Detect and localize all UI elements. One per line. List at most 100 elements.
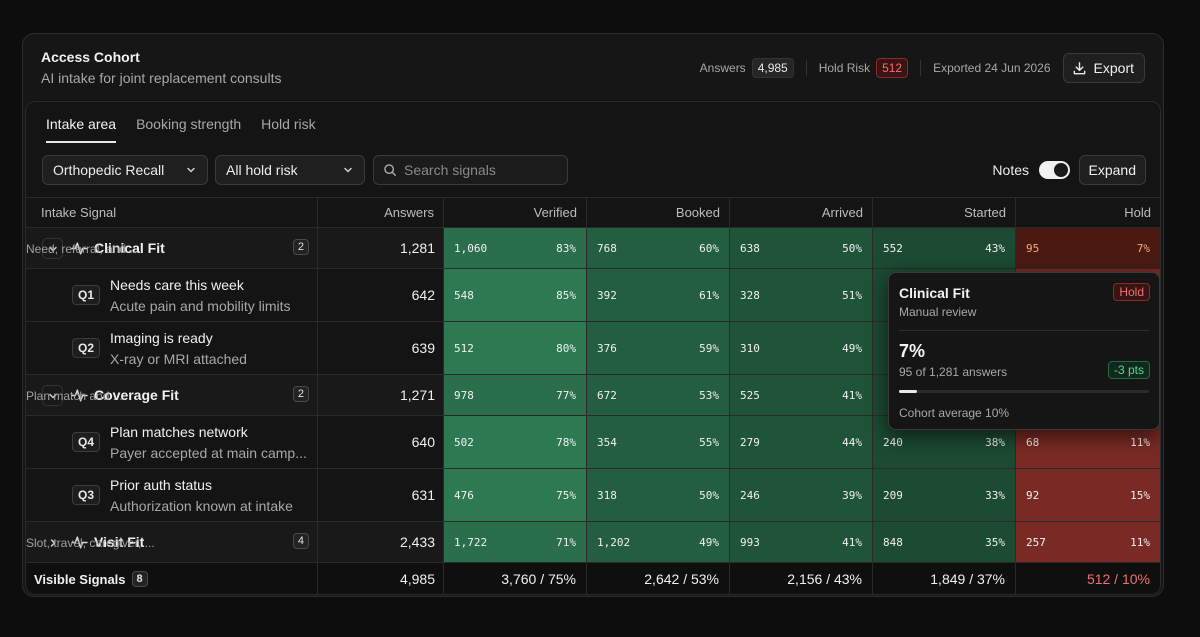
col-arrived[interactable]: Arrived: [730, 198, 873, 227]
signal-cell: Coverage Fit Plan match and ... 2: [26, 375, 318, 415]
arrived-cell[interactable]: 246 39%: [730, 469, 873, 521]
arrived-cell[interactable]: 328 51%: [730, 269, 873, 321]
col-hold[interactable]: Hold: [1124, 205, 1151, 220]
group-count-badge: 2: [292, 386, 309, 402]
count-value: 525: [740, 388, 760, 402]
verified-cell[interactable]: 476 75%: [444, 469, 587, 521]
arrived-cell[interactable]: 993 41%: [730, 522, 873, 562]
tooltip-title: Clinical Fit: [899, 285, 970, 301]
divider: [805, 60, 807, 76]
percent-value: 83%: [556, 241, 576, 255]
count-value: 672: [597, 388, 617, 402]
verified-cell[interactable]: 978 77%: [444, 375, 587, 415]
footer-verified: 3,760 / 75%: [444, 563, 587, 594]
percent-value: 33%: [985, 488, 1005, 502]
booked-cell[interactable]: 392 61%: [587, 269, 730, 321]
percent-value: 11%: [1130, 535, 1150, 549]
tooltip-of-answers: 95 of 1,281 answers: [899, 365, 1008, 379]
col-started[interactable]: Started: [873, 198, 1016, 227]
booked-cell[interactable]: 672 53%: [587, 375, 730, 415]
footer-arrived: 2,156 / 43%: [730, 563, 873, 594]
divider: [920, 60, 922, 76]
tab-intake-area[interactable]: Intake area: [46, 116, 117, 143]
tooltip-value: 7%: [899, 341, 926, 361]
answers-cell: 2,433: [318, 522, 444, 562]
hold-cell[interactable]: 95 7%: [1016, 228, 1160, 268]
export-button[interactable]: Export: [1062, 53, 1145, 83]
count-value: 638: [740, 241, 760, 255]
count-value: 502: [454, 435, 474, 449]
group-row[interactable]: Clinical Fit Need, referral, and ... 2 1,28…: [26, 227, 1160, 268]
tooltip-progress-fill: [899, 390, 917, 393]
signal-description: Authorization known at intake: [110, 498, 293, 514]
hold-risk-select[interactable]: All hold risk: [215, 155, 365, 185]
notes-toggle[interactable]: [1039, 161, 1070, 179]
arrived-cell[interactable]: 525 41%: [730, 375, 873, 415]
verified-cell[interactable]: 512 80%: [444, 322, 587, 374]
hold-tooltip: Clinical Fit Manual review Hold 7% 95 of…: [888, 272, 1160, 430]
booked-cell[interactable]: 354 55%: [587, 416, 730, 468]
count-value: 354: [597, 435, 617, 449]
panel-title: Access Cohort: [41, 49, 140, 65]
footer-booked: 2,642 / 53%: [587, 563, 730, 594]
started-cell[interactable]: 848 35%: [873, 522, 1016, 562]
percent-value: 39%: [842, 488, 862, 502]
percent-value: 53%: [699, 388, 719, 402]
group-row[interactable]: Visit Fit Slot, travel, caregiver, ... 4 2,…: [26, 521, 1160, 562]
table-row[interactable]: Q3 Prior auth status Authorization known a…: [26, 468, 1160, 521]
cohort-select-value: Orthopedic Recall: [53, 162, 165, 178]
answers-cell: 1,271: [318, 375, 444, 415]
started-cell[interactable]: 209 33%: [873, 469, 1016, 521]
cohort-select[interactable]: Orthopedic Recall: [42, 155, 208, 185]
percent-value: 15%: [1130, 488, 1150, 502]
panel-subtitle: AI intake for joint replacement consults: [41, 70, 282, 86]
percent-value: 50%: [842, 241, 862, 255]
tab-hold-risk[interactable]: Hold risk: [261, 116, 316, 132]
footer-hold: 512 / 10%: [1086, 571, 1150, 587]
arrived-cell[interactable]: 310 49%: [730, 322, 873, 374]
col-verified[interactable]: Verified: [444, 198, 587, 227]
verified-cell[interactable]: 548 85%: [444, 269, 587, 321]
search-placeholder: Search signals: [404, 162, 496, 178]
count-value: 552: [883, 241, 903, 255]
started-cell[interactable]: 552 43%: [873, 228, 1016, 268]
chevron-right-icon[interactable]: [42, 532, 63, 553]
booked-cell[interactable]: 1,202 49%: [587, 522, 730, 562]
hold-cell[interactable]: 92 15%: [1016, 469, 1160, 521]
count-value: 95: [1026, 241, 1040, 255]
verified-cell[interactable]: 1,060 83%: [444, 228, 587, 268]
answers-cell: 642: [318, 269, 444, 321]
verified-cell[interactable]: 502 78%: [444, 416, 587, 468]
count-value: 318: [597, 488, 617, 502]
col-answers[interactable]: Answers: [318, 198, 444, 227]
booked-cell[interactable]: 376 59%: [587, 322, 730, 374]
chevron-down-icon[interactable]: [42, 238, 63, 259]
table-footer: Visible Signals 8 4,985 3,760 / 75% 2,64…: [26, 562, 1160, 594]
signal-description: Payer accepted at main camp...: [110, 445, 307, 461]
col-intake-signal[interactable]: Intake Signal: [26, 198, 318, 227]
export-label: Export: [1093, 60, 1134, 76]
question-badge: Q4: [72, 432, 101, 452]
hold-cell[interactable]: 257 11%: [1016, 522, 1160, 562]
count-value: 548: [454, 288, 474, 302]
signal-description: X-ray or MRI attached: [110, 351, 247, 367]
answers-cell: 631: [318, 469, 444, 521]
expand-button[interactable]: Expand: [1078, 155, 1146, 185]
count-value: 376: [597, 341, 617, 355]
access-cohort-panel: Access Cohort AI intake for joint replac…: [22, 33, 1164, 597]
booked-cell[interactable]: 318 50%: [587, 469, 730, 521]
activity-icon: [71, 536, 88, 549]
chevron-down-icon[interactable]: [42, 385, 63, 406]
arrived-cell[interactable]: 279 44%: [730, 416, 873, 468]
booked-cell[interactable]: 768 60%: [587, 228, 730, 268]
answers-cell: 640: [318, 416, 444, 468]
arrived-cell[interactable]: 638 50%: [730, 228, 873, 268]
search-input[interactable]: Search signals: [373, 155, 568, 185]
signal-title: Plan matches network: [110, 424, 248, 440]
search-icon: [384, 164, 396, 176]
tab-booking-strength[interactable]: Booking strength: [136, 116, 242, 132]
verified-cell[interactable]: 1,722 71%: [444, 522, 587, 562]
count-value: 1,202: [597, 535, 631, 549]
col-booked[interactable]: Booked: [587, 198, 730, 227]
question-badge: Q3: [72, 485, 101, 505]
